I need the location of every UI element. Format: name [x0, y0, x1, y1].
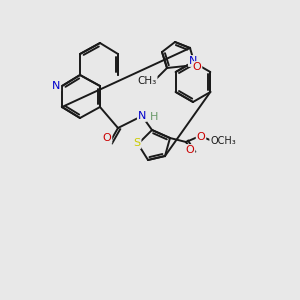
Text: CH₃: CH₃ [137, 76, 157, 86]
Text: N: N [189, 56, 197, 66]
Text: O: O [193, 62, 201, 72]
Text: O: O [103, 133, 111, 143]
Text: O: O [196, 132, 206, 142]
Text: O: O [186, 145, 194, 155]
Text: OCH₃: OCH₃ [210, 136, 236, 146]
Text: H: H [150, 112, 158, 122]
Text: N: N [138, 111, 146, 121]
Text: N: N [52, 81, 60, 91]
Text: S: S [134, 138, 141, 148]
